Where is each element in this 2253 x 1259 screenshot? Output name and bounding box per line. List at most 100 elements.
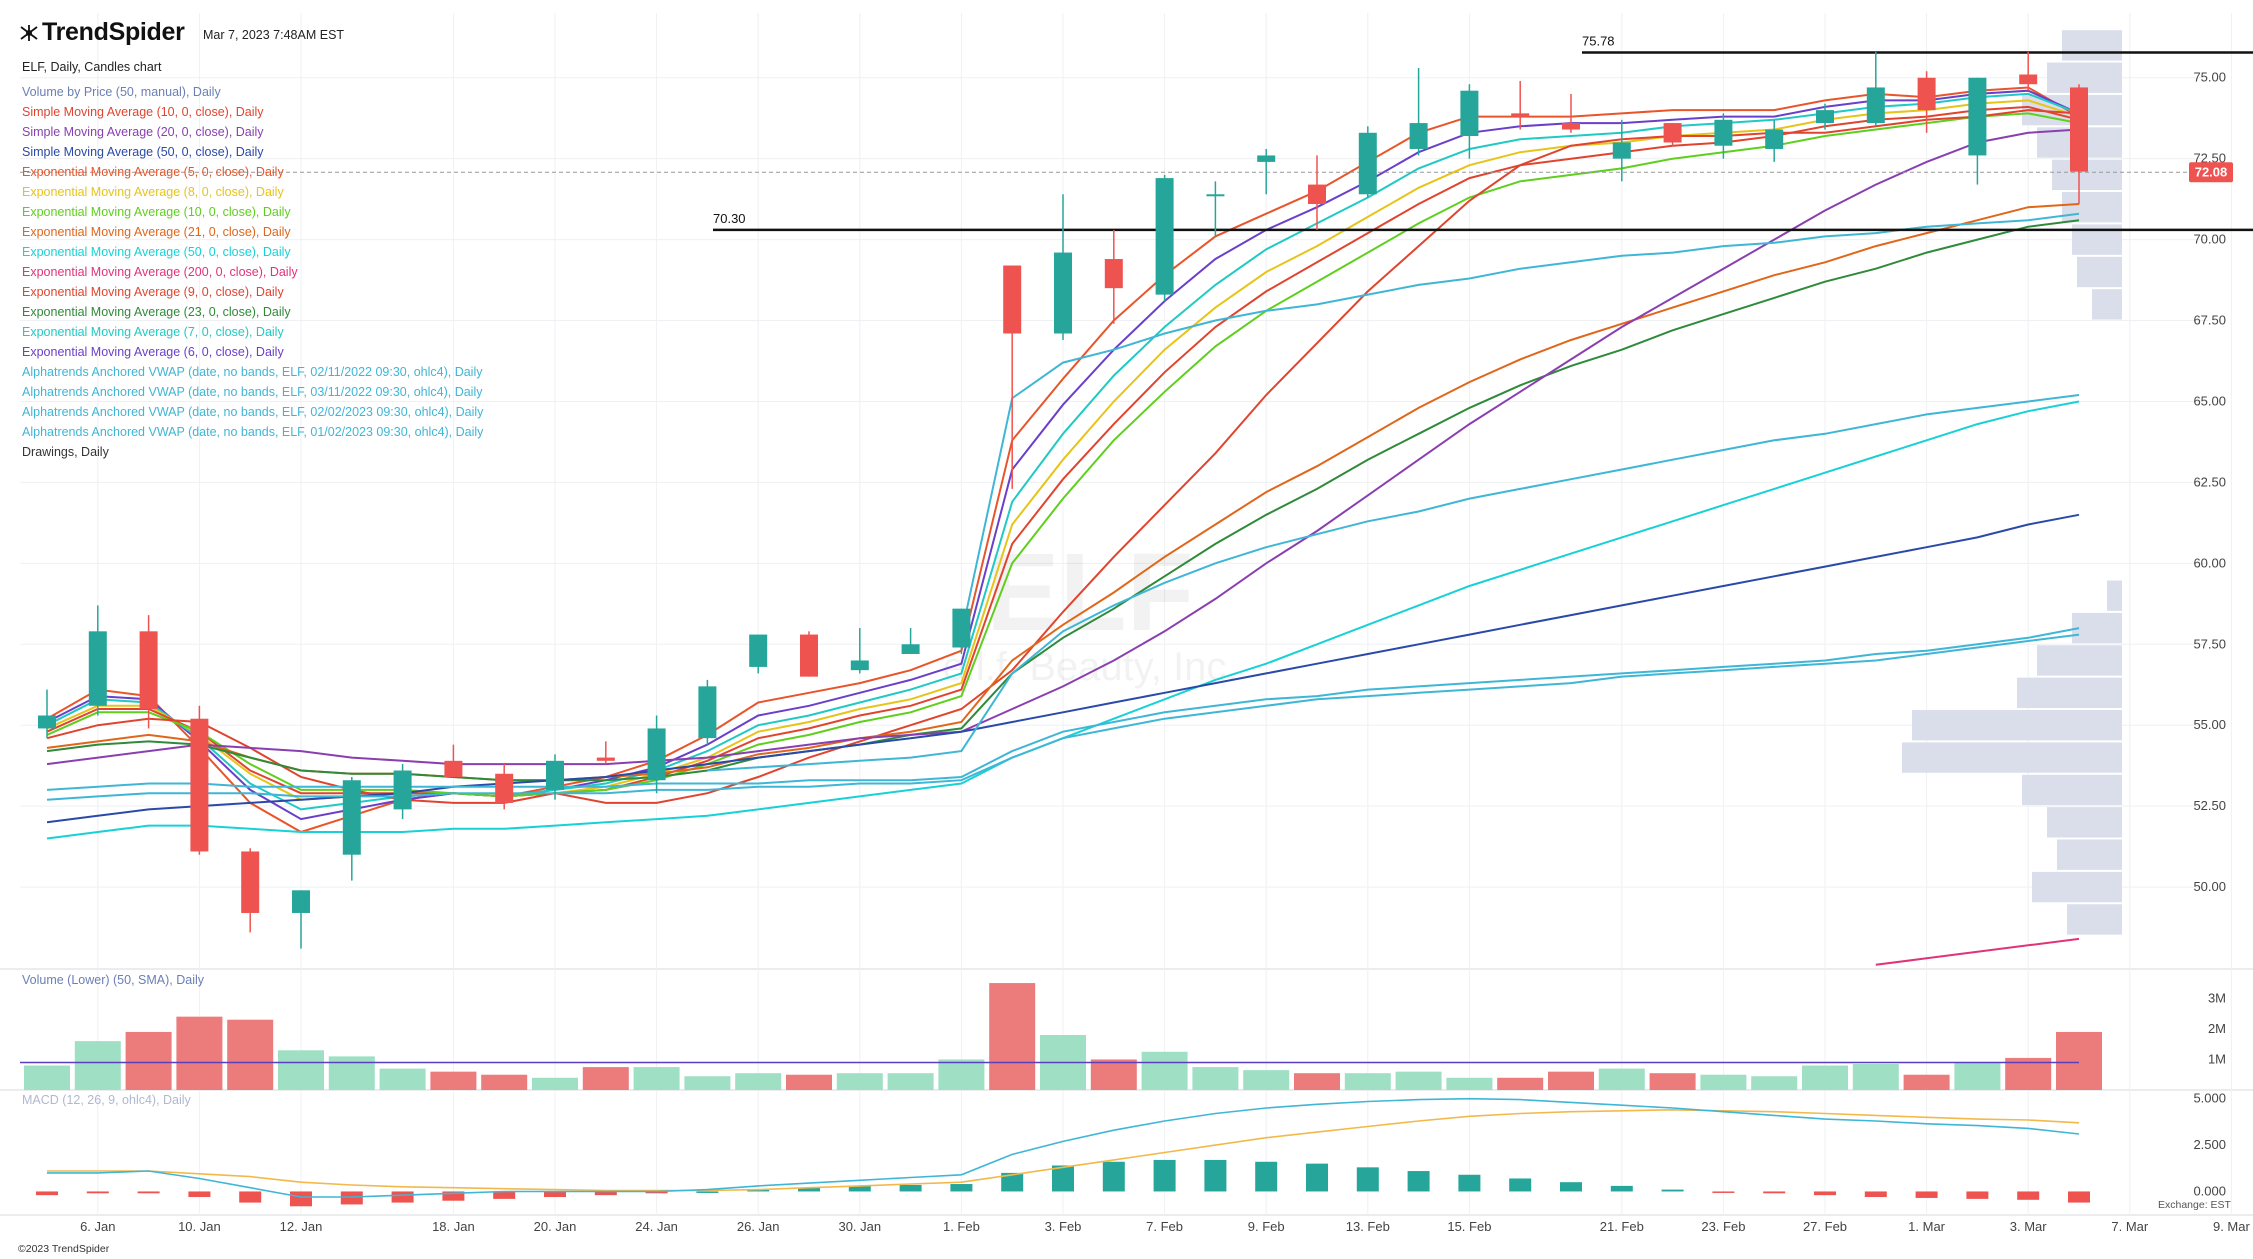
macd-histogram-bar (2068, 1191, 2090, 1203)
legend-item[interactable]: Alphatrends Anchored VWAP (date, no band… (22, 405, 484, 419)
legend-item[interactable]: Simple Moving Average (50, 0, close), Da… (22, 145, 264, 159)
candle-body (596, 757, 615, 761)
volume-bar (1802, 1065, 1848, 1090)
volume-by-price-bar (2057, 839, 2122, 870)
candle-body (1511, 113, 1530, 117)
volume-bar (379, 1068, 426, 1090)
price-axis-tick: 60.00 (2193, 555, 2226, 570)
macd-pane-label[interactable]: MACD (12, 26, 9, ohlc4), Daily (22, 1093, 191, 1107)
legend-item[interactable]: Simple Moving Average (20, 0, close), Da… (22, 125, 264, 139)
candle-body (749, 634, 768, 667)
volume-bar (176, 1016, 223, 1090)
macd-axis-tick: 0.000 (2193, 1183, 2226, 1198)
macd-histogram-bar (239, 1191, 262, 1203)
macd-histogram-bar (544, 1191, 566, 1198)
date-axis-tick: 15. Feb (1447, 1219, 1491, 1234)
volume-bar (1548, 1071, 1594, 1090)
candle-body (38, 715, 56, 729)
overlay-line (46, 633, 2080, 801)
volume-by-price-bar (2062, 192, 2122, 223)
macd-histogram-bar (442, 1191, 465, 1201)
volume-bar (125, 1031, 172, 1090)
overlay-line (46, 86, 2080, 834)
volume-pane-label[interactable]: Volume (Lower) (50, SMA), Daily (22, 973, 205, 987)
watermark-symbol: ELF (986, 531, 1194, 654)
candle-body (800, 634, 818, 677)
price-level-label: 70.30 (713, 211, 746, 226)
candle-body (1358, 132, 1377, 195)
macd-histogram-bar (188, 1191, 211, 1198)
date-axis-tick: 6. Jan (80, 1219, 115, 1234)
volume-by-price-bar (2062, 30, 2122, 61)
legend-item[interactable]: Simple Moving Average (10, 0, close), Da… (22, 105, 264, 119)
macd-histogram-bar (1458, 1174, 1481, 1192)
macd-histogram-bar (290, 1191, 312, 1207)
macd-histogram-bar (137, 1191, 160, 1194)
legend-item[interactable]: Exponential Moving Average (9, 0, close)… (22, 285, 284, 299)
last-price-label: 72.08 (2195, 164, 2228, 179)
candle-body (1155, 178, 1174, 295)
watermark-company: e.l.f. Beauty, Inc. (943, 645, 1238, 689)
volume-bar (481, 1074, 528, 1090)
candle-body (444, 760, 463, 777)
volume-by-price-bar (1912, 710, 2122, 741)
overlay-line (46, 128, 2080, 766)
date-axis-tick: 20. Jan (534, 1219, 577, 1234)
legend-item[interactable]: Exponential Moving Average (8, 0, close)… (22, 185, 284, 199)
volume-bar (430, 1071, 477, 1090)
candle-body (1003, 265, 1022, 334)
macd-histogram-bar (1661, 1189, 1684, 1192)
candle-body (1612, 142, 1631, 159)
date-axis-tick: 30. Jan (838, 1219, 881, 1234)
macd-histogram-bar (696, 1191, 719, 1193)
legend-item[interactable]: Alphatrends Anchored VWAP (date, no band… (22, 385, 483, 399)
volume-bar (328, 1056, 375, 1090)
legend-item[interactable]: Exponential Moving Average (50, 0, close… (22, 245, 291, 259)
legend-item[interactable]: Alphatrends Anchored VWAP (date, no band… (22, 365, 483, 379)
legend-item[interactable]: Exponential Moving Average (6, 0, close)… (22, 345, 284, 359)
candle-body (1714, 119, 1733, 146)
volume-bar (836, 1073, 883, 1090)
legend-item[interactable]: Exponential Moving Average (5, 0, close)… (22, 165, 284, 179)
candle-body (850, 660, 869, 671)
overlay-line (46, 627, 2080, 791)
volume-bar (1141, 1051, 1188, 1090)
macd-histogram-bar (798, 1187, 820, 1192)
volume-bar (633, 1067, 680, 1090)
volume-by-price-bar (2037, 645, 2122, 676)
candle-body (292, 890, 310, 913)
legend-item[interactable]: Exponential Moving Average (21, 0, close… (22, 225, 291, 239)
price-axis-tick: 57.50 (2193, 636, 2226, 651)
legend-item[interactable]: Exponential Moving Average (7, 0, close)… (22, 325, 284, 339)
legend-item[interactable]: Exponential Moving Average (10, 0, close… (22, 205, 291, 219)
legend-item[interactable]: Alphatrends Anchored VWAP (date, no band… (22, 425, 484, 439)
legend-item[interactable]: Drawings, Daily (22, 445, 109, 459)
date-axis-tick: 7. Feb (1146, 1219, 1183, 1234)
macd-histogram-bar (36, 1191, 58, 1196)
candle-body (190, 718, 209, 852)
macd-histogram-bar (594, 1191, 617, 1196)
legend-item[interactable]: Exponential Moving Average (200, 0, clos… (22, 265, 298, 279)
volume-bar (938, 1059, 985, 1090)
volume-by-price-bar (2032, 871, 2122, 903)
volume-bar (532, 1077, 578, 1090)
overlay-line (46, 105, 2080, 798)
macd-histogram-bar (1814, 1191, 1836, 1196)
legend-item[interactable]: Volume by Price (50, manual), Daily (22, 85, 221, 99)
volume-bar (1954, 1062, 2001, 1090)
candle-body (1866, 87, 1885, 124)
brand-name: TrendSpider (42, 18, 185, 46)
price-axis-tick: 75.00 (2193, 70, 2226, 85)
macd-histogram-bar (1255, 1161, 1278, 1192)
date-axis-tick: 9. Feb (1248, 1219, 1285, 1234)
macd-histogram-bar (747, 1189, 770, 1192)
volume-axis-tick: 3M (2208, 990, 2226, 1005)
candle-body (1562, 123, 1580, 130)
copyright: ©2023 TrendSpider (18, 1243, 110, 1255)
candle-body (495, 773, 514, 803)
overlay-line (46, 219, 2080, 782)
volume-bar (1294, 1073, 1340, 1090)
legend-item[interactable]: Exponential Moving Average (23, 0, close… (22, 305, 291, 319)
macd-histogram-bar (1966, 1191, 1989, 1199)
